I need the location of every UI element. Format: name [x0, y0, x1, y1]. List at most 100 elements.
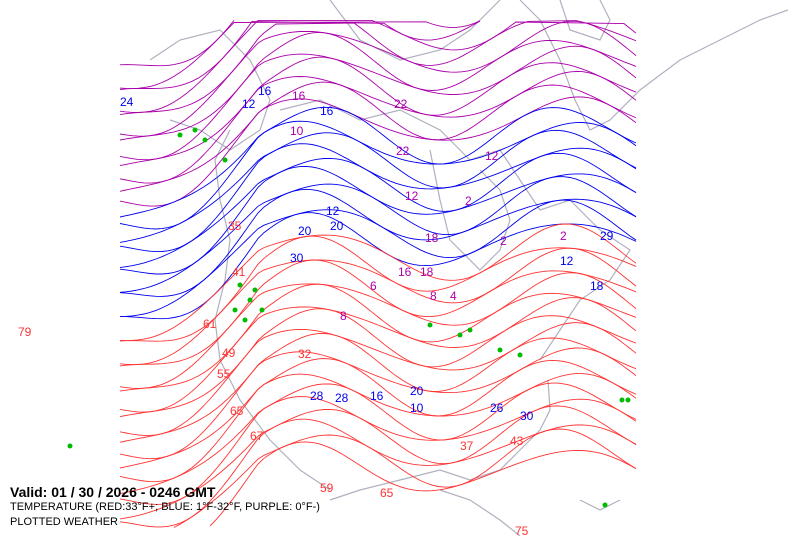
- isotherm: [119, 235, 637, 342]
- coastline: [329, 0, 501, 61]
- rain-symbol: [247, 297, 253, 303]
- contour-label: 2: [560, 229, 567, 243]
- contour-label: 37: [460, 439, 474, 453]
- contour-label: 12: [485, 149, 499, 163]
- rain-symbol: [242, 317, 248, 323]
- isotherm: [119, 20, 481, 90]
- isotherm: [119, 81, 637, 192]
- contour-label: 12: [560, 254, 574, 268]
- contour-label: 2: [500, 234, 507, 248]
- isotherm: [119, 333, 637, 443]
- contour-label: 6: [370, 279, 377, 293]
- temperature-legend: TEMPERATURE (RED:33°F+; BLUE: 1°F-32°F, …: [10, 501, 320, 513]
- isotherm: [119, 129, 637, 243]
- contour-label: 20: [298, 224, 312, 238]
- isotherm: [119, 143, 637, 253]
- contour-label: 12: [242, 97, 256, 111]
- isotherm: [119, 247, 637, 366]
- contour-label: 10: [290, 124, 304, 138]
- rain-symbol: [202, 137, 208, 143]
- isotherm: [119, 347, 637, 460]
- temperature-contours: [119, 19, 637, 528]
- isotherm: [119, 20, 637, 116]
- isotherm: [119, 272, 637, 389]
- contour-label: 79: [18, 325, 32, 339]
- contour-label: 43: [510, 434, 524, 448]
- coastline: [149, 29, 271, 151]
- isotherm: [119, 176, 637, 293]
- isotherm: [119, 152, 637, 269]
- rain-symbol: [602, 502, 608, 508]
- contour-label: 22: [394, 97, 408, 111]
- contour-label: 20: [410, 384, 424, 398]
- contour-label: 16: [398, 265, 412, 279]
- contour-label: 8: [430, 289, 437, 303]
- isotherm: [119, 31, 637, 141]
- isotherm: [119, 20, 637, 137]
- isotherm: [119, 20, 481, 90]
- isotherm: [119, 382, 637, 495]
- isotherm: [119, 396, 637, 505]
- isotherm: [119, 322, 637, 436]
- contour-label: 16: [258, 84, 272, 98]
- rain-symbol: [497, 347, 503, 353]
- isotherm: [119, 358, 637, 469]
- contour-label: 32: [298, 347, 312, 361]
- isotherm: [119, 165, 637, 275]
- isotherm: [119, 45, 637, 161]
- contour-label: 4: [450, 289, 457, 303]
- contour-label: 55: [217, 367, 231, 381]
- coastline: [329, 379, 551, 501]
- isotherm: [119, 70, 637, 184]
- rain-symbol: [177, 132, 183, 138]
- isotherm: [119, 19, 637, 113]
- contour-label: 18: [590, 279, 604, 293]
- isotherm: [119, 188, 637, 297]
- contour-label: 67: [250, 429, 264, 443]
- contour-label: 29: [600, 229, 614, 243]
- isotherm: [119, 106, 637, 218]
- coastlines: [149, 0, 788, 536]
- coastline: [439, 489, 521, 536]
- rain-symbol: [625, 397, 631, 403]
- contour-label: 12: [326, 204, 340, 218]
- contour-label: 28: [335, 391, 349, 405]
- contour-label: 24: [120, 95, 134, 109]
- contour-label: 59: [320, 481, 334, 495]
- rain-symbol: [67, 443, 73, 449]
- isotherm: [119, 297, 637, 413]
- coastline: [559, 0, 611, 41]
- rain-symbol: [619, 397, 625, 403]
- map-legend: Valid: 01 / 30 / 2026 - 0246 GMT TEMPERA…: [10, 484, 320, 530]
- valid-time: Valid: 01 / 30 / 2026 - 0246 GMT: [10, 484, 216, 500]
- isotherm: [120, 212, 637, 320]
- plotted-weather-symbols: [67, 127, 631, 508]
- rain-symbol: [467, 327, 473, 333]
- contour-label: 49: [222, 346, 236, 360]
- contour-label: 26: [490, 401, 504, 415]
- coastline: [519, 0, 788, 131]
- contour-label: 18: [425, 231, 439, 245]
- isotherm: [119, 373, 637, 483]
- isotherm: [173, 428, 637, 528]
- isotherm: [119, 199, 637, 318]
- contour-label: 2: [465, 194, 472, 208]
- coastline: [214, 129, 331, 491]
- contour-label: 65: [230, 404, 244, 418]
- contour-label: 28: [310, 389, 324, 403]
- contour-label: 18: [420, 265, 434, 279]
- rain-symbol: [252, 287, 258, 293]
- isotherm: [119, 56, 637, 167]
- isotherm: [119, 308, 637, 418]
- isotherm: [119, 223, 637, 342]
- contour-label: 75: [515, 524, 529, 536]
- rain-symbol: [259, 307, 265, 313]
- rain-symbol: [237, 282, 243, 288]
- isotherm: [119, 120, 637, 230]
- coastline: [279, 99, 631, 361]
- contour-label: 35: [228, 219, 242, 233]
- rain-symbol: [222, 157, 228, 163]
